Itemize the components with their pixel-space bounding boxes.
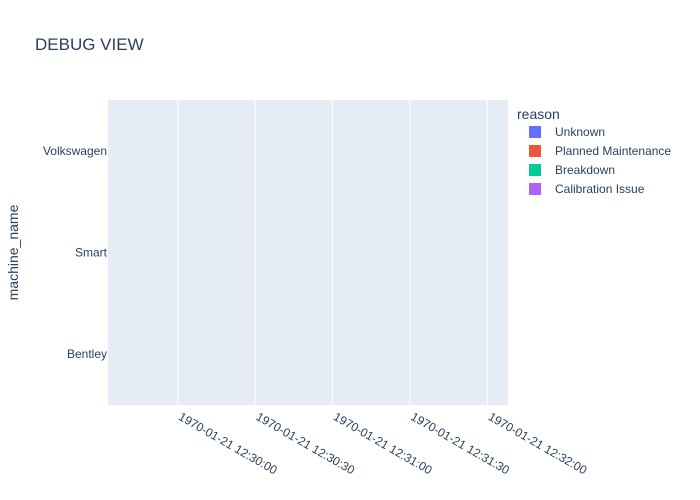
legend-swatch [529, 145, 541, 157]
legend-title: reason [517, 106, 560, 122]
legend-swatch [529, 164, 541, 176]
plot-area [108, 100, 508, 405]
legend-item-label[interactable]: Planned Maintenance [555, 144, 671, 158]
y-tick-label: Bentley [67, 347, 107, 361]
x-gridlines [177, 100, 488, 405]
legend-item-label[interactable]: Breakdown [555, 163, 615, 177]
legend-item-label[interactable]: Calibration Issue [555, 182, 645, 196]
legend[interactable]: reason Unknown Planned Maintenance Breakdo… [517, 106, 671, 196]
chart-title: DEBUG VIEW [35, 35, 144, 54]
y-axis-title: machine_name [5, 204, 21, 300]
legend-swatch [529, 183, 541, 195]
legend-item-label[interactable]: Unknown [555, 125, 605, 139]
y-tick-labels: Volkswagen Smart Bentley [43, 144, 108, 361]
y-tick-label: Smart [75, 246, 108, 260]
legend-swatch [529, 126, 541, 138]
y-tick-label: Volkswagen [43, 144, 107, 158]
